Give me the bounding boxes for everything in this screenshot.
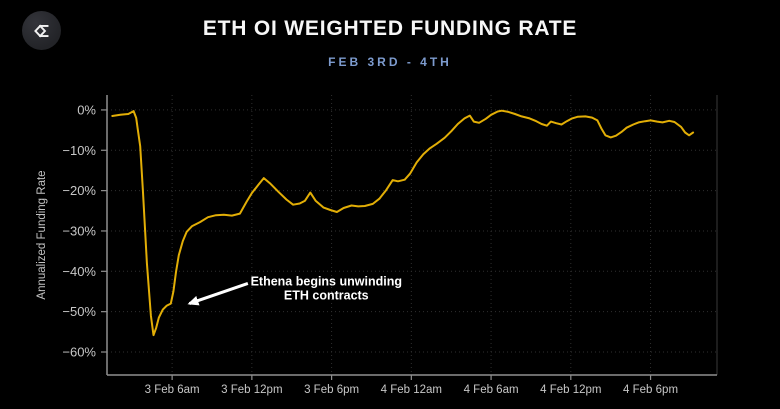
x-tick-label: 4 Feb 12am <box>381 384 442 396</box>
page-subtitle: FEB 3RD - 4TH <box>328 55 452 69</box>
annotation-line2: ETH contracts <box>284 289 369 303</box>
y-tick-label: −20% <box>62 183 96 198</box>
sigma-diamond-icon <box>33 24 48 37</box>
annotation-arrow <box>187 281 249 306</box>
y-tick-label: −30% <box>62 223 96 238</box>
y-tick-label: −50% <box>62 304 96 319</box>
velo-logo <box>22 11 61 50</box>
axis-labels: 0% −10% −20% −30% −40% −50% −60% 3 Feb 6am 3 Feb… <box>62 102 678 396</box>
x-tick-label: 3 Feb 6am <box>145 384 200 396</box>
x-tick-label: 4 Feb 6am <box>464 384 519 396</box>
axes <box>101 95 717 380</box>
y-tick-label: −60% <box>62 345 96 360</box>
y-tick-label: −40% <box>62 264 96 279</box>
x-tick-label: 3 Feb 12pm <box>221 384 282 396</box>
x-tick-label: 4 Feb 6pm <box>623 384 678 396</box>
y-tick-label: 0% <box>77 102 96 117</box>
x-tick-label: 3 Feb 6pm <box>304 384 359 396</box>
gridlines <box>107 95 718 375</box>
annotation-line1: Ethena begins unwinding <box>251 274 402 288</box>
y-tick-label: −10% <box>62 143 96 158</box>
funding-rate-line <box>111 109 695 337</box>
y-axis-title: Annualized Funding Rate <box>36 170 48 299</box>
x-tick-label: 4 Feb 12pm <box>540 384 601 396</box>
page-title: ETH OI WEIGHTED FUNDING RATE <box>202 17 578 40</box>
